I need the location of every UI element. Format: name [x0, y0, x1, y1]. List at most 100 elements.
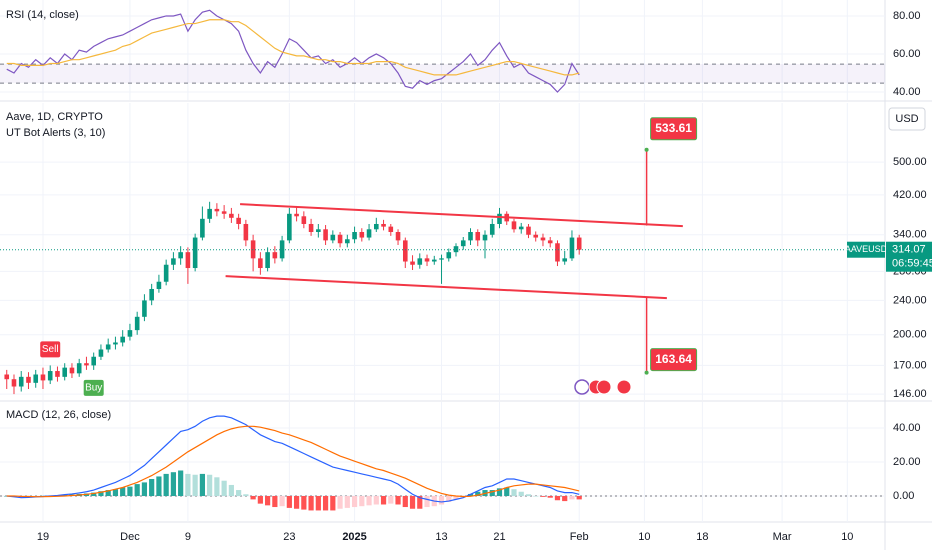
candle-body [178, 252, 183, 259]
candle-body [540, 237, 546, 241]
histogram-bar [366, 495, 372, 506]
histogram-bar [373, 495, 379, 505]
candle-body [547, 240, 553, 244]
histogram-bar [380, 495, 387, 505]
histogram-bar [62, 494, 68, 496]
candle-body [265, 252, 270, 269]
candle-body [330, 234, 336, 241]
candle-body [555, 243, 560, 262]
event-icon[interactable] [574, 379, 590, 395]
candle-body [381, 223, 386, 227]
candle-body [214, 208, 220, 212]
histogram-bar [272, 495, 278, 508]
histogram-bar [265, 495, 271, 506]
histogram-bar [98, 491, 104, 496]
histogram-bar [504, 487, 510, 496]
histogram-bar [286, 495, 292, 508]
histogram-bar [540, 495, 546, 497]
rsi-band [0, 64, 885, 84]
histogram-bar [424, 495, 430, 508]
candle-body [243, 223, 249, 241]
histogram-bar [170, 472, 177, 496]
histogram-bar [243, 494, 249, 496]
candle-body [446, 252, 452, 259]
histogram-bar [178, 470, 184, 496]
candle-body [98, 349, 104, 357]
candle-body [185, 252, 191, 269]
y-tick-label: 40.00 [893, 86, 921, 98]
histogram-bar [315, 495, 321, 511]
y-tick-label: 80.00 [893, 10, 921, 22]
candle-body [475, 232, 481, 241]
candle-body [402, 240, 408, 262]
currency[interactable]: USD [895, 113, 918, 125]
histogram-bar [344, 495, 350, 508]
rsi-line [6, 9, 580, 93]
histogram-bar [192, 474, 198, 496]
x-tick-label: 18 [696, 531, 708, 543]
macd-title: MACD (12, 26, close) [6, 409, 111, 421]
histogram-bar [395, 495, 401, 505]
histogram-bar [228, 484, 234, 496]
candle-body [120, 336, 125, 343]
histogram-bar [489, 490, 495, 496]
histogram-bar [496, 488, 503, 496]
y-tick-label: 0.00 [893, 490, 914, 502]
candle-body [127, 330, 133, 337]
candle-body [192, 237, 198, 269]
histogram-bar [525, 494, 532, 496]
histogram-bar [511, 489, 517, 496]
histogram-bar [453, 495, 459, 500]
candle-body [69, 367, 75, 374]
candle-body [47, 371, 53, 381]
histogram-bar [438, 495, 445, 505]
candle-body [258, 258, 263, 269]
histogram-bar [105, 490, 111, 496]
candle-body [359, 232, 365, 238]
target-point [644, 147, 649, 152]
histogram-bar [163, 473, 169, 496]
candle-body [395, 232, 401, 241]
candle-body [105, 344, 111, 350]
candle-body [569, 237, 575, 259]
event-icon[interactable] [596, 379, 612, 395]
candle-body [526, 226, 531, 235]
macd-line [6, 415, 580, 503]
x-tick-label: 21 [493, 531, 505, 543]
histogram-bar [547, 495, 553, 498]
rsi-title: RSI (14, close) [6, 9, 79, 21]
signal-label: Sell [42, 344, 59, 355]
candle-body [337, 234, 343, 244]
target-label: 163.64 [655, 352, 692, 366]
channel-line [240, 203, 683, 228]
symbol-label: AAVEUSD [845, 244, 888, 254]
labels: RSI (14, close) Aave, 1D, CRYPTO UT Bot … [6, 9, 932, 543]
histogram-bar [207, 474, 213, 496]
histogram-bar [562, 495, 568, 502]
histogram-bar [91, 492, 97, 496]
histogram-bar [402, 495, 408, 508]
candle-body [134, 316, 140, 331]
histogram-bar [388, 495, 394, 504]
candle-body [4, 374, 10, 380]
candle-body [533, 234, 539, 238]
histogram-bar [308, 495, 314, 511]
channel-line [225, 275, 667, 300]
candle-body [460, 240, 466, 247]
currency-box[interactable] [888, 107, 926, 131]
event-icon[interactable] [616, 379, 632, 395]
symbol-title: Aave, 1D, CRYPTO [6, 111, 103, 123]
candle-body [482, 234, 488, 241]
candle-body [417, 258, 423, 265]
target-label: 533.61 [655, 121, 692, 135]
histogram-bar [236, 490, 242, 496]
histogram-bar [337, 495, 343, 509]
candle-body [308, 223, 314, 233]
candle-body [323, 229, 328, 241]
candle-body [352, 232, 357, 240]
candle-body [316, 229, 321, 233]
x-tick-label: 19 [37, 531, 49, 543]
histogram-bar [257, 495, 263, 504]
candle-body [511, 221, 517, 230]
candle-body [84, 363, 89, 366]
